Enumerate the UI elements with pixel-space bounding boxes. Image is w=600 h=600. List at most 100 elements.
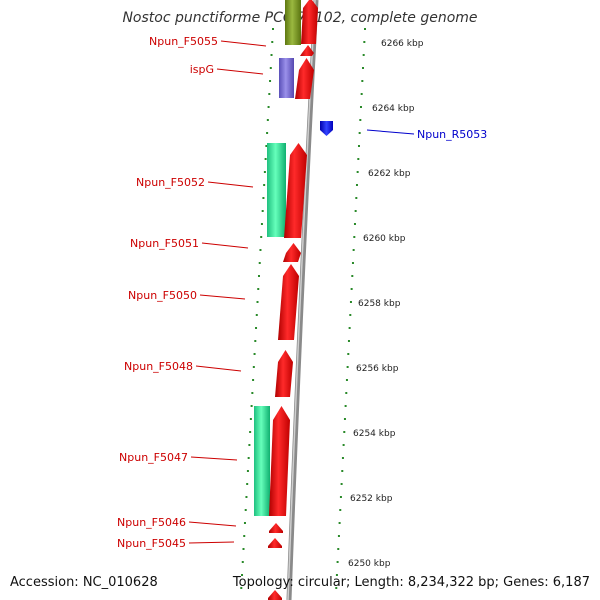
tick-mark [337,535,340,537]
scale-label: 6250 kbp [348,559,391,569]
gene-label-leader [366,129,415,135]
tick-mark [266,119,269,121]
tick-mark [347,340,350,342]
tick-marks [240,28,366,589]
tick-mark [272,28,274,30]
tick-mark [341,457,344,459]
tick-mark [253,353,256,355]
tick-mark [348,327,351,329]
gene-arrow [269,523,283,533]
gene-label[interactable]: Npun_F5046 [117,516,186,529]
gene-label[interactable]: Npun_F5047 [119,451,188,464]
gene-labels: Npun_F5055 ispG Npun_R5053 Npun_F5052 Npun_F… [117,35,487,550]
tick-mark [360,93,363,95]
gene-features [254,0,333,600]
tick-mark [346,366,349,368]
tick-mark [351,275,354,277]
tick-mark [337,548,340,550]
tick-mark [245,496,248,498]
gene-arrow [284,143,307,238]
tick-mark [269,80,272,82]
gene-label-leader [190,456,238,461]
tick-mark [339,509,342,511]
tick-mark [257,288,260,290]
tick-mark [260,236,263,238]
tick-mark [349,314,352,316]
tick-mark [347,353,350,355]
tick-mark [363,41,366,43]
gene-arrow [301,0,318,44]
gene-arrow [295,58,314,99]
rna-gene-arrow [320,121,333,136]
scale-label: 6264 kbp [372,104,415,114]
tick-mark [351,262,354,264]
gene-label[interactable]: Npun_F5048 [124,360,193,373]
tick-mark [242,548,245,550]
gene-label-leader [216,68,264,75]
tick-mark [345,379,348,381]
tick-mark [263,171,266,173]
tick-mark [246,470,249,472]
tick-mark [246,483,249,485]
tick-mark [263,184,266,186]
scale-label: 6262 kbp [368,169,411,179]
tick-mark [249,418,252,420]
tick-mark [268,93,271,95]
tick-mark [267,106,270,108]
tick-mark [244,509,247,511]
gene-label[interactable]: Npun_F5045 [117,537,186,550]
tick-mark [251,392,254,394]
tick-mark [259,249,262,251]
cog-bar-green [267,143,286,237]
tick-mark [353,223,356,225]
gene-label-leader [220,40,267,47]
tick-mark [342,444,345,446]
gene-label[interactable]: Npun_F5050 [128,289,197,302]
gene-label-leader [195,365,242,372]
tick-mark [252,366,255,368]
tick-mark [352,249,355,251]
tick-mark [243,535,246,537]
tick-mark [255,327,258,329]
scale-label: 6254 kbp [353,429,396,439]
tick-mark [340,483,343,485]
tick-mark [361,80,364,82]
scale-labels: 6266 kbp 6264 kbp 6262 kbp 6260 kbp 6258 kbp… [348,39,424,569]
gene-arrow [275,350,293,397]
tick-mark [350,288,353,290]
gene-label[interactable]: ispG [190,63,214,76]
cog-bar-green [254,406,270,516]
tick-mark [261,210,264,212]
tick-mark [256,301,259,303]
gene-label-leader [188,521,237,527]
tick-mark [359,119,362,121]
gene-label[interactable]: Npun_F5052 [136,176,205,189]
tick-mark [336,561,339,563]
gene-label-leader [201,242,249,249]
tick-mark [353,236,356,238]
gene-arrow [268,590,282,600]
tick-mark [262,197,265,199]
tick-mark [258,262,261,264]
tick-mark [250,405,253,407]
tick-mark [335,587,338,589]
tick-mark [255,314,258,316]
gene-arrow [300,45,314,56]
gene-label[interactable]: Npun_F5051 [130,237,199,250]
tick-mark [257,275,260,277]
tick-mark [240,587,243,589]
gene-label-leader [188,541,235,544]
tick-mark [269,67,272,69]
tick-mark [338,522,341,524]
tick-mark [343,431,346,433]
gene-label-leader [207,181,254,188]
tick-mark [341,470,344,472]
tick-mark [345,392,348,394]
tick-mark [349,301,352,303]
gene-label[interactable]: Npun_R5053 [417,128,487,141]
tick-mark [241,574,244,576]
tick-mark [355,184,358,186]
tick-mark [249,431,252,433]
tick-mark [362,54,365,56]
gene-label[interactable]: Npun_F5055 [149,35,218,48]
